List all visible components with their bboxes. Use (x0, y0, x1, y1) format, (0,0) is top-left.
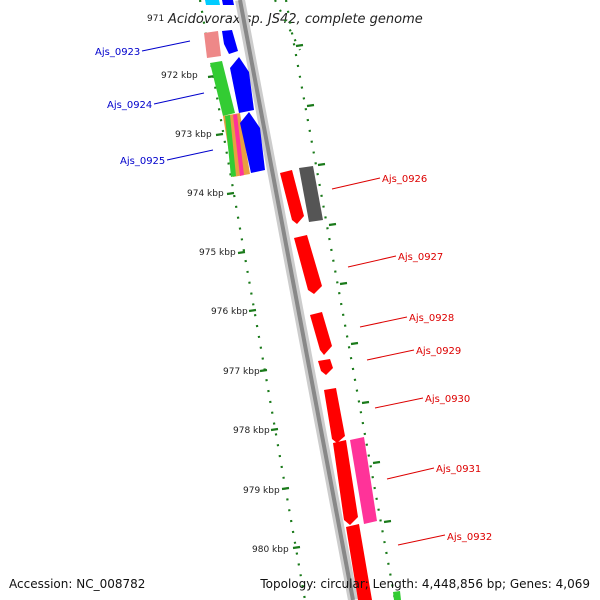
scale-tick-label: 976 kbp (211, 307, 248, 317)
scale-tick-label: 972 kbp (161, 71, 198, 81)
gene-feature-0926[interactable] (280, 170, 304, 224)
gene-feature-0928[interactable] (310, 312, 332, 355)
scale-tick-label: 979 kbp (243, 486, 280, 496)
gene-label[interactable]: Ajs_0929 (416, 346, 461, 357)
dotted-guide-tracks (198, 0, 397, 600)
forward-strand-features (280, 166, 401, 600)
right-label-leaders (331, 177, 446, 546)
gene-feature-0926-grey[interactable] (299, 166, 323, 222)
accession-text: Accession: NC_008782 (9, 577, 146, 591)
gene-feature-0924-blue[interactable] (230, 57, 254, 113)
genome-backbone (235, 0, 358, 600)
gene-feature-0925-stripe-a[interactable] (225, 115, 236, 177)
gene-feature-0932[interactable] (346, 524, 372, 600)
gene-feature-0924[interactable] (210, 61, 235, 116)
gene-label[interactable]: Ajs_0928 (409, 313, 454, 324)
gene-label[interactable]: Ajs_0931 (436, 464, 481, 475)
left-label-leaders (141, 40, 214, 161)
gene-feature-0927[interactable] (294, 235, 322, 294)
gene-label[interactable]: Ajs_0924 (107, 100, 152, 111)
scale-tick-first: 971 (147, 14, 164, 24)
gene-label[interactable]: Ajs_0926 (382, 174, 427, 185)
genome-title: Acidovorax sp. JS42, complete genome (167, 12, 423, 27)
gene-label[interactable]: Ajs_0930 (425, 394, 470, 405)
gene-label[interactable]: Ajs_0932 (447, 532, 492, 543)
topology-summary: Topology: circular; Length: 4,448,856 bp… (260, 577, 590, 591)
scale-tick-label: 978 kbp (233, 426, 270, 436)
gene-feature-0933-green[interactable] (393, 591, 401, 600)
scale-labels: 972 kbp 973 kbp 974 kbp 975 kbp 976 kbp … (161, 71, 289, 555)
scale-tick-label: 977 kbp (223, 367, 260, 377)
gene-feature-0923-blue[interactable] (222, 30, 238, 54)
scale-tick-label: 974 kbp (187, 189, 224, 199)
scale-tick-label: 980 kbp (252, 545, 289, 555)
gene-label[interactable]: Ajs_0925 (120, 156, 165, 167)
gene-feature-0929[interactable] (318, 359, 333, 375)
left-gene-labels: Ajs_0923 Ajs_0924 Ajs_0925 (95, 47, 165, 167)
right-gene-labels: Ajs_0926 Ajs_0927 Ajs_0928 Ajs_0929 Ajs_… (382, 174, 492, 543)
gene-feature-0931[interactable] (350, 437, 377, 524)
gene-label[interactable]: Ajs_0923 (95, 47, 140, 58)
gene-feature-0925-blue[interactable] (240, 112, 265, 173)
scale-tick-label: 973 kbp (175, 130, 212, 140)
reverse-strand-features (204, 0, 265, 177)
gene-feature-0925-stripe-b[interactable] (233, 114, 244, 176)
scale-tick-marks (207, 43, 392, 550)
gene-feature-0922-blue[interactable] (222, 0, 234, 5)
gene-feature-0931-red[interactable] (333, 440, 358, 525)
gene-label[interactable]: Ajs_0927 (398, 252, 443, 263)
gene-feature-0923[interactable] (204, 31, 221, 58)
gene-feature-0930[interactable] (324, 388, 345, 443)
gene-feature-0922-cyan[interactable] (205, 0, 220, 5)
scale-tick-label: 975 kbp (199, 248, 236, 258)
